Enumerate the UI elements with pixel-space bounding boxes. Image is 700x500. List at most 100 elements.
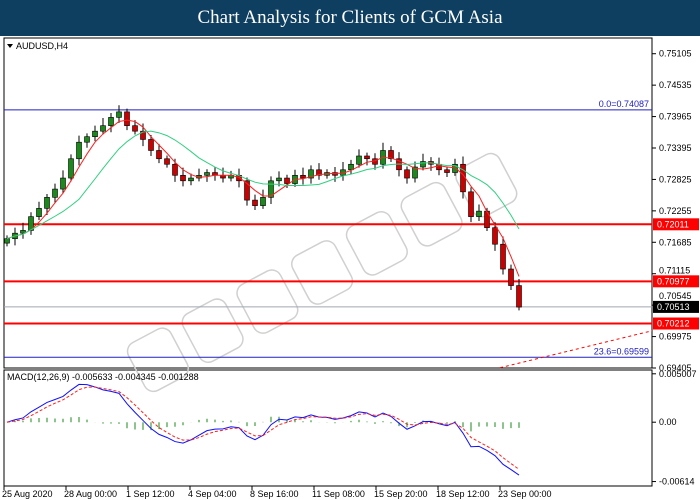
candle-body bbox=[516, 285, 522, 308]
candle-body bbox=[108, 117, 114, 126]
y-tick-label: 0.74535 bbox=[659, 80, 692, 90]
main-pane bbox=[3, 37, 653, 369]
candle-body bbox=[364, 155, 370, 160]
candle-body bbox=[388, 150, 394, 160]
symbol-label: AUDUSD,H4 bbox=[16, 41, 68, 51]
candle-body bbox=[172, 163, 178, 176]
candle-body bbox=[132, 125, 138, 132]
candle-body bbox=[316, 169, 322, 176]
price-tag-bg bbox=[653, 300, 699, 313]
x-tick-label: 23 Sep 00:00 bbox=[498, 489, 552, 499]
candle-body bbox=[28, 216, 34, 231]
ma-fast-line bbox=[6, 119, 520, 277]
x-tick-label: 25 Aug 2020 bbox=[2, 489, 53, 499]
watermark-letter-shape bbox=[345, 211, 408, 276]
candle-body bbox=[180, 174, 186, 182]
candle-body bbox=[468, 191, 474, 217]
candle-body bbox=[52, 188, 58, 198]
macd-y-tick-label: 0.005007 bbox=[659, 369, 697, 379]
candle-body bbox=[188, 177, 194, 182]
macd-signal-line bbox=[6, 386, 520, 470]
candle-body bbox=[268, 180, 274, 198]
candle-body bbox=[204, 172, 210, 176]
x-tick-label: 15 Sep 20:00 bbox=[374, 489, 428, 499]
macd-pane bbox=[3, 369, 653, 487]
x-tick-label: 4 Sep 04:00 bbox=[188, 489, 237, 499]
candle-body bbox=[452, 163, 458, 173]
y-tick-label: 0.71685 bbox=[659, 237, 692, 247]
candle-body bbox=[356, 155, 362, 165]
x-tick-label: 18 Sep 12:00 bbox=[436, 489, 490, 499]
y-tick-label: 0.75105 bbox=[659, 49, 692, 59]
candle-body bbox=[148, 139, 154, 151]
x-tick-label: 8 Sep 16:00 bbox=[250, 489, 299, 499]
candle-body bbox=[276, 177, 282, 182]
macd-y-tick-label: 0.00 bbox=[659, 417, 677, 427]
dropdown-triangle-icon bbox=[7, 44, 13, 48]
candle-body bbox=[508, 268, 514, 286]
candle-body bbox=[436, 163, 442, 171]
candle-body bbox=[252, 199, 258, 206]
trend-line bbox=[499, 330, 653, 369]
chart-title: Chart Analysis for Clients of GCM Asia bbox=[0, 0, 700, 36]
y-tick-label: 0.69405 bbox=[659, 363, 692, 373]
candle-body bbox=[140, 130, 146, 140]
watermark-letter-shape bbox=[455, 152, 518, 218]
y-tick-label: 0.72825 bbox=[659, 174, 692, 184]
candle-body bbox=[420, 161, 426, 168]
candle-body bbox=[260, 197, 266, 206]
candle-body bbox=[444, 169, 450, 173]
candle-body bbox=[164, 158, 170, 165]
price-tag: 0.70212 bbox=[657, 319, 690, 329]
x-tick-label: 11 Sep 08:00 bbox=[312, 489, 365, 499]
y-tick-label: 0.72255 bbox=[659, 206, 692, 216]
price-tag: 0.70977 bbox=[657, 276, 690, 286]
candle-body bbox=[36, 208, 42, 217]
candle-body bbox=[284, 177, 290, 184]
y-tick-label: 0.69975 bbox=[659, 332, 692, 342]
macd-label: MACD(12,26,9) -0.005633 -0.004345 -0.001… bbox=[7, 372, 199, 382]
candle-body bbox=[68, 158, 74, 179]
candle-body bbox=[244, 180, 250, 201]
candle-body bbox=[4, 238, 10, 244]
ma-slow-line bbox=[6, 130, 520, 240]
candle-body bbox=[492, 227, 498, 245]
candle-body bbox=[84, 136, 90, 143]
candle-body bbox=[412, 166, 418, 179]
candle-body bbox=[476, 210, 482, 217]
candle-body bbox=[404, 169, 410, 179]
watermark-letter-shape bbox=[291, 240, 354, 305]
macd-y-tick-label: -0.00614 bbox=[659, 477, 695, 487]
price-tag-bg bbox=[653, 317, 699, 330]
price-chart: 0.0=0.74087 23.6=0.69599 0.75105 0.74535 0.7… bbox=[2, 37, 699, 499]
y-tick-label: 0.73395 bbox=[659, 143, 692, 153]
fib-label: 0.0=0.74087 bbox=[599, 99, 649, 109]
price-tag: 0.70513 bbox=[657, 302, 690, 312]
y-tick-label: 0.73965 bbox=[659, 112, 692, 122]
watermark-letter-shape bbox=[126, 327, 189, 393]
price-tag-bg bbox=[653, 275, 699, 288]
x-tick-label: 1 Sep 12:00 bbox=[126, 489, 175, 499]
watermark-letter-shape bbox=[400, 181, 463, 247]
x-tick-label: 28 Aug 00:00 bbox=[64, 489, 117, 499]
candle-body bbox=[300, 174, 306, 179]
y-tick-label: 0.71115 bbox=[659, 266, 690, 276]
candle-body bbox=[124, 111, 130, 126]
fib-label: 23.6=0.69599 bbox=[594, 346, 649, 356]
watermark-letter-shape bbox=[236, 269, 299, 334]
candle-body bbox=[308, 169, 314, 179]
candle-body bbox=[348, 163, 354, 171]
candle-body bbox=[500, 243, 506, 270]
candle-body bbox=[484, 210, 490, 228]
y-tick-label: 0.70545 bbox=[659, 291, 692, 301]
candle-body bbox=[116, 111, 122, 118]
price-tag-bg bbox=[653, 218, 699, 231]
candle-body bbox=[92, 130, 98, 137]
candle-body bbox=[76, 141, 82, 160]
candle-body bbox=[20, 230, 26, 234]
price-tag: 0.72011 bbox=[657, 219, 689, 229]
candle-body bbox=[44, 197, 50, 209]
candle-body bbox=[60, 177, 66, 190]
candle-body bbox=[156, 150, 162, 160]
candle-body bbox=[100, 125, 106, 132]
